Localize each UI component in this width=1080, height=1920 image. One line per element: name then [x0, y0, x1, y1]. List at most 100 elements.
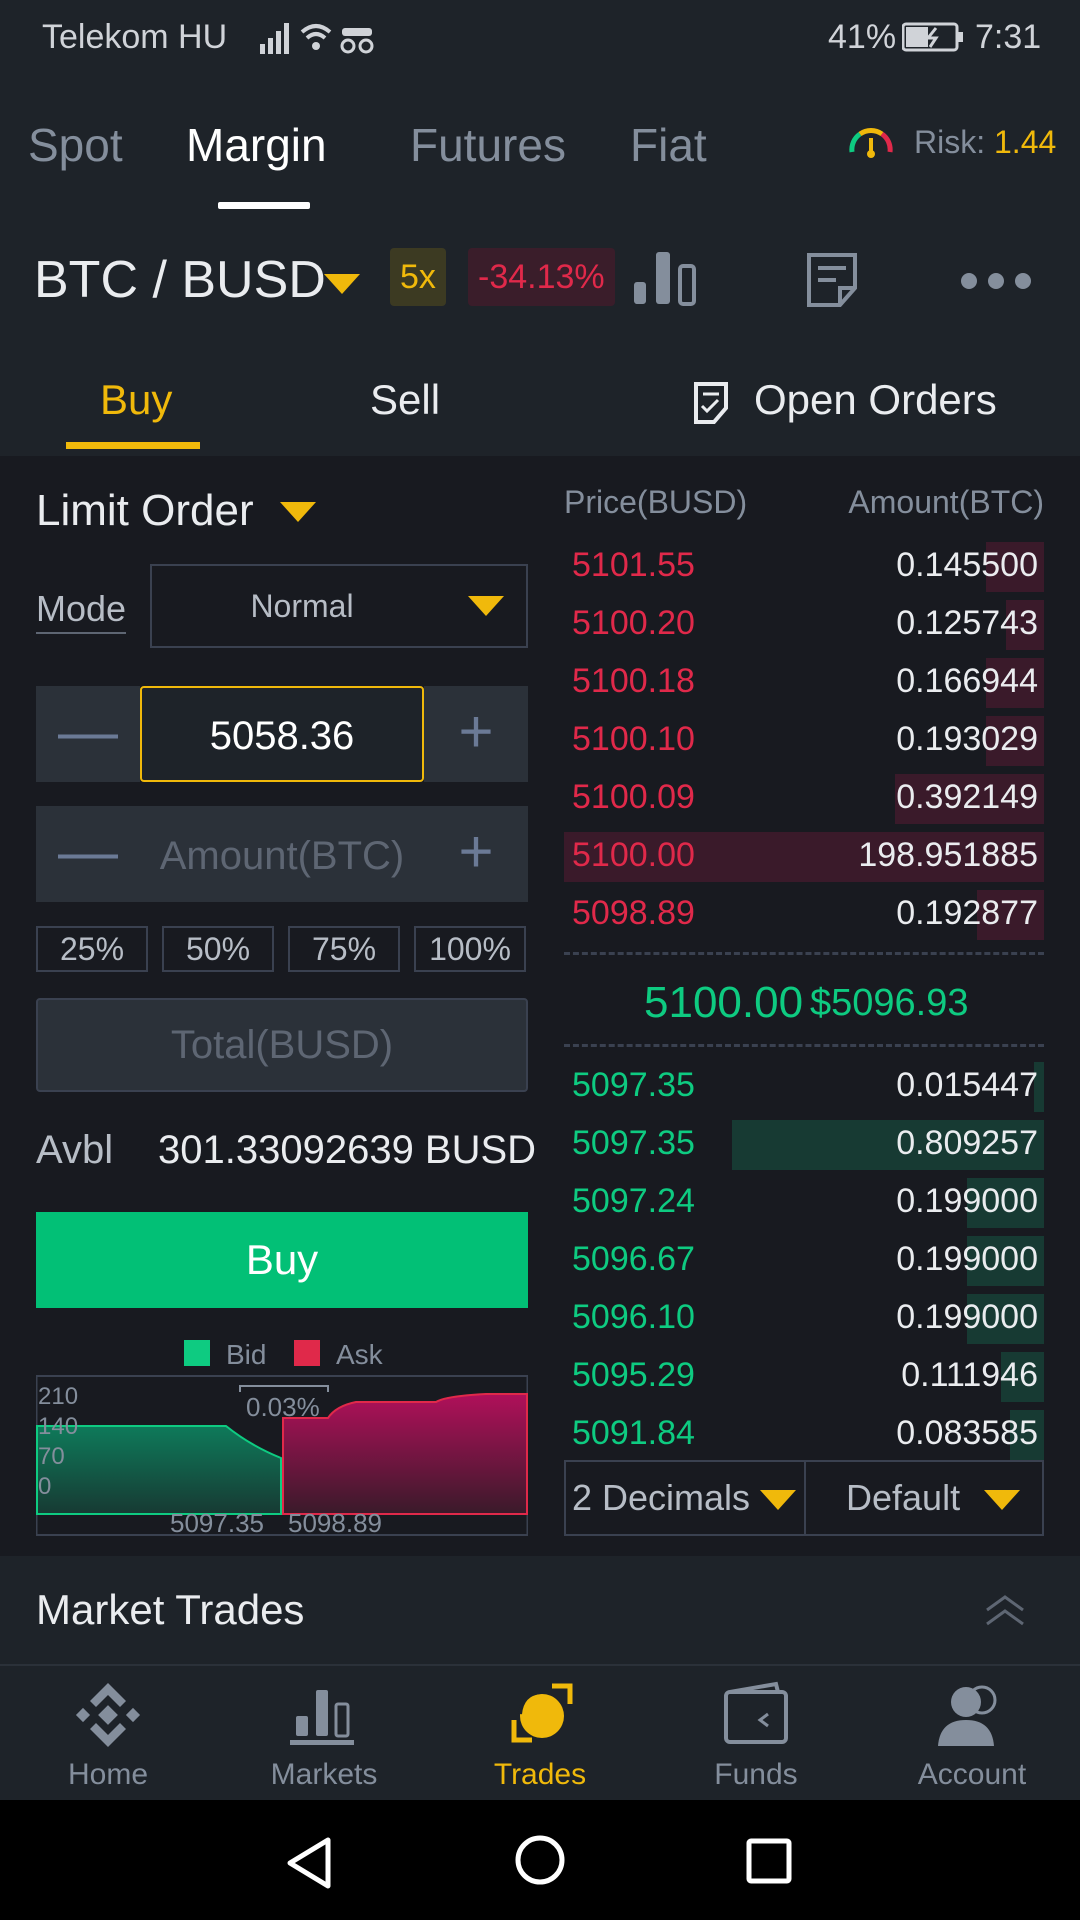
ask-row[interactable]: 5101.55 0.145500	[564, 540, 1044, 592]
ask-depth-bar	[986, 658, 1044, 708]
pair-dropdown-icon[interactable]	[324, 274, 360, 294]
order-type-dropdown-icon[interactable]	[280, 502, 316, 522]
price-increase-button[interactable]: +	[424, 686, 528, 782]
leverage-badge[interactable]: 5x	[390, 248, 446, 306]
amount-stepper: — Amount(BTC) +	[36, 806, 528, 902]
risk-label: Risk:	[914, 124, 986, 160]
risk-gauge-icon	[849, 128, 893, 158]
nav-markets[interactable]: Markets	[216, 1666, 432, 1802]
bid-depth-bar	[732, 1120, 1044, 1170]
available-balance: 301.33092639 BUSD	[158, 1128, 537, 1172]
ask-depth-bar	[986, 716, 1044, 766]
price-input[interactable]: 5058.36	[140, 686, 424, 782]
bid-legend-swatch	[184, 1340, 210, 1366]
ask-depth-bar	[895, 774, 1044, 824]
ask-row[interactable]: 5100.10 0.193029	[564, 714, 1044, 766]
ask-row[interactable]: 5100.20 0.125743	[564, 598, 1044, 650]
depth-chart: Bid Ask 0.03% 210 140 70 0 5097.35 5098.…	[36, 1339, 528, 1536]
buy-button[interactable]: Buy	[36, 1212, 528, 1308]
tab-fiat[interactable]: Fiat	[630, 119, 707, 171]
nav-trades[interactable]: Trades	[432, 1666, 648, 1802]
expand-up-icon[interactable]	[984, 1594, 1026, 1628]
tab-buy[interactable]: Buy	[100, 376, 173, 423]
status-bar: Telekom HU 41% 7:31	[0, 0, 1080, 72]
back-icon[interactable]	[284, 1836, 332, 1890]
bid-price: 5096.67	[572, 1240, 695, 1278]
amount-decrease-button[interactable]: —	[36, 806, 140, 902]
decimals-value: 2 Decimals	[572, 1477, 751, 1518]
more-options-icon[interactable]	[960, 272, 1032, 290]
bid-row[interactable]: 5095.29 0.111946	[564, 1350, 1044, 1402]
bid-price: 5097.24	[572, 1182, 695, 1220]
last-price-usd: $5096.93	[810, 982, 969, 1024]
nav-home[interactable]: Home	[0, 1666, 216, 1802]
ask-row[interactable]: 5100.00 198.951885	[564, 830, 1044, 882]
home-circle-icon[interactable]	[514, 1834, 566, 1886]
tab-futures[interactable]: Futures	[410, 119, 566, 171]
binance-logo-icon	[75, 1683, 141, 1747]
ask-row[interactable]: 5100.09 0.392149	[564, 772, 1044, 824]
orderbook-amount-header: Amount(BTC)	[848, 484, 1044, 520]
bid-amount: 0.111946	[901, 1356, 1038, 1394]
x-tick-bid: 5097.35	[170, 1508, 264, 1536]
ask-row[interactable]: 5100.18 0.166944	[564, 656, 1044, 708]
amount-input[interactable]: Amount(BTC)	[140, 806, 424, 902]
bid-row[interactable]: 5096.67 0.199000	[564, 1234, 1044, 1286]
nav-funds[interactable]: Funds	[648, 1666, 864, 1802]
market-trades-bar[interactable]: Market Trades	[0, 1556, 1080, 1664]
order-type-selector[interactable]: Limit Order	[36, 486, 254, 535]
x-tick-ask: 5098.89	[288, 1508, 382, 1536]
percent-100-button[interactable]: 100%	[414, 926, 526, 972]
bid-amount: 0.199000	[896, 1298, 1038, 1336]
bid-row[interactable]: 5097.24 0.199000	[564, 1176, 1044, 1228]
bid-amount: 0.809257	[896, 1124, 1038, 1162]
orderbook-price-header: Price(BUSD)	[564, 484, 748, 520]
orderbook-divider	[564, 1044, 1044, 1047]
bid-amount: 0.083585	[896, 1414, 1038, 1452]
pair-header: BTC / BUSD 5x -34.13%	[0, 212, 1080, 346]
person-icon	[938, 1685, 997, 1746]
spread-bracket	[239, 1385, 329, 1392]
bid-row[interactable]: 5097.35 0.015447	[564, 1060, 1044, 1112]
recents-icon[interactable]	[746, 1838, 792, 1884]
price-decrease-button[interactable]: —	[36, 686, 140, 782]
pair-selector[interactable]: BTC / BUSD	[34, 251, 326, 309]
view-value: Default	[846, 1477, 961, 1518]
bid-row[interactable]: 5097.35 0.809257	[564, 1118, 1044, 1170]
ask-price: 5100.00	[572, 836, 695, 874]
ask-row[interactable]: 5098.89 0.192877	[564, 888, 1044, 940]
buy-tab-indicator	[66, 442, 200, 449]
order-notes-icon[interactable]	[806, 252, 858, 308]
bid-depth-bar	[1001, 1352, 1044, 1402]
bid-row[interactable]: 5096.10 0.199000	[564, 1292, 1044, 1344]
amount-increase-button[interactable]: +	[424, 806, 528, 902]
bottom-navigation: Home Markets Trades Funds	[0, 1664, 1080, 1800]
price-stepper: — 5058.36 +	[36, 686, 528, 782]
open-orders-icon	[694, 382, 728, 424]
total-input[interactable]: Total(BUSD)	[36, 998, 528, 1092]
active-tab-indicator	[218, 202, 310, 209]
bid-depth-bar	[967, 1294, 1044, 1344]
tab-margin[interactable]: Margin	[186, 119, 327, 171]
last-price[interactable]: 5100.00	[644, 978, 804, 1027]
ask-legend-swatch	[294, 1340, 320, 1366]
ask-depth-bar	[564, 832, 1044, 882]
percent-50-button[interactable]: 50%	[162, 926, 274, 972]
ask-amount: 0.392149	[896, 778, 1038, 816]
ask-price: 5100.10	[572, 720, 695, 758]
view-select[interactable]: Default	[806, 1462, 1044, 1534]
bid-row[interactable]: 5091.84 0.083585	[564, 1408, 1044, 1460]
tab-spot[interactable]: Spot	[28, 119, 123, 171]
battery-percent: 41%	[828, 18, 897, 56]
percent-75-button[interactable]: 75%	[288, 926, 400, 972]
nav-account[interactable]: Account	[864, 1666, 1080, 1802]
chart-icon[interactable]	[632, 250, 696, 306]
percent-25-button[interactable]: 25%	[36, 926, 148, 972]
ask-price: 5100.09	[572, 778, 695, 816]
decimals-select[interactable]: 2 Decimals	[566, 1462, 804, 1534]
tab-sell[interactable]: Sell	[370, 376, 441, 423]
ask-price: 5101.55	[572, 546, 695, 584]
nav-markets-label: Markets	[270, 1758, 378, 1791]
open-orders-button[interactable]: Open Orders	[754, 376, 997, 423]
mode-select[interactable]: Normal	[150, 564, 528, 648]
